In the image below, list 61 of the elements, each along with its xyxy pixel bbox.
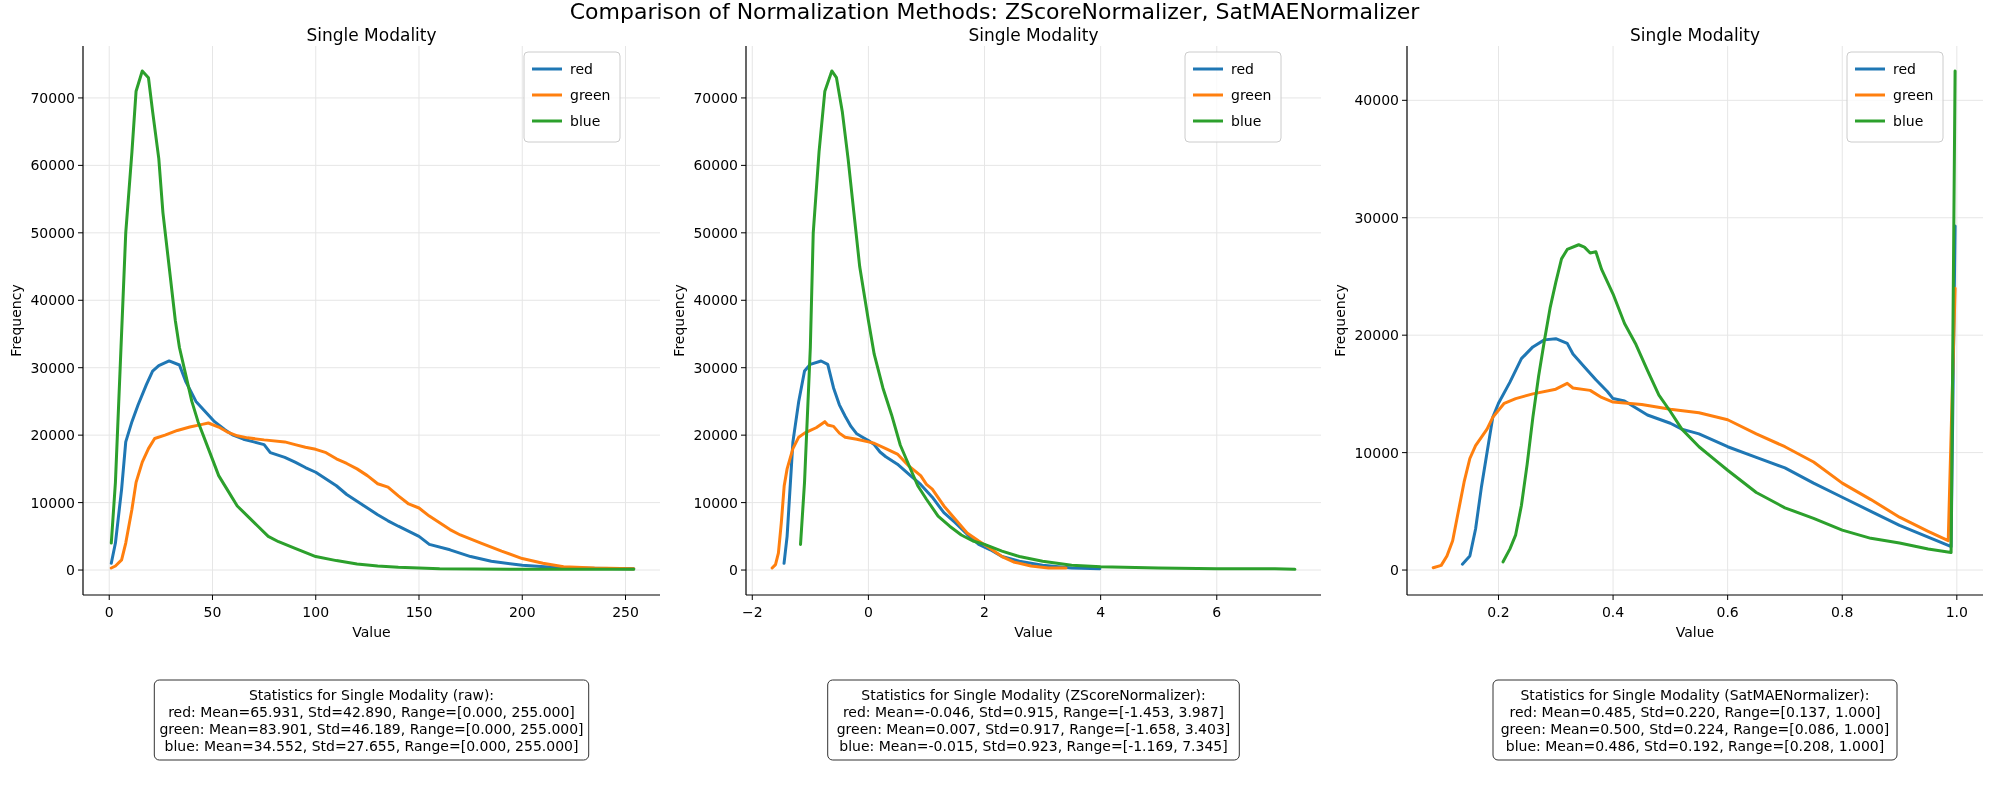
x-axis-title: Value — [352, 624, 391, 640]
y-tick-label: 70000 — [693, 89, 738, 106]
y-tick-label: 20000 — [30, 427, 75, 444]
y-axis-title: Frequency — [1332, 284, 1348, 357]
legend-label: green — [570, 87, 611, 103]
y-tick-label: 20000 — [693, 427, 738, 444]
text: Statistics for Single Modality (raw): red: Mean=65.931, Std=42.890, Range=[0.000, 255.000] green: Mean=83.901, Std=46.189, Range=[0.000, 255.000] blue: Mean=34.552, Std=27.655, Range=[0.000, 255.000] — [159, 687, 584, 754]
x-tick-label: 4 — [1096, 604, 1106, 620]
legend-label: green — [1893, 87, 1934, 103]
y-tick-label: 0 — [66, 562, 75, 579]
y-tick-label: 10000 — [1354, 444, 1399, 461]
y-tick-label: 20000 — [1354, 327, 1399, 344]
x-tick-label: 200 — [508, 604, 536, 620]
y-tick-label: 40000 — [1354, 92, 1399, 109]
text: Statistics for Single Modality (ZScoreNormalizer): red: Mean=-0.046, Std=0.915, Range=[-1.453, 3.987] green: Mean=0.007, Std=0.917, Range=[-1.658, 3.403] blue: Mean=-0.015, Std=0.923, Range=[-1.169, 7.345] — [836, 687, 1231, 754]
y-tick-label: 30000 — [1354, 209, 1399, 226]
text: Statistics for Single Modality (SatMAENormalizer): red: Mean=0.485, Std=0.220, Range=[0.137, 1.000] green: Mean=0.500, Std=0.224, Range=[0.086, 1.000] blue: Mean=0.486, Std=0.192, Range=[0.208, 1.000] — [1500, 687, 1890, 754]
legend-label: red — [1893, 61, 1916, 77]
x-tick-label: 0.8 — [1831, 604, 1854, 620]
y-tick-label: 50000 — [30, 224, 75, 241]
y-tick-label: 0 — [1390, 562, 1399, 579]
legend-label: red — [1231, 61, 1254, 77]
x-axis-title: Value — [1014, 624, 1053, 640]
legend-label: blue — [1231, 113, 1262, 129]
x-tick-label: 100 — [302, 604, 330, 620]
x-tick-label: 50 — [203, 604, 222, 620]
y-tick-label: 50000 — [693, 224, 738, 241]
x-tick-label: 6 — [1212, 604, 1222, 620]
y-axis-title: Frequency — [8, 284, 24, 357]
y-tick-label: 40000 — [30, 292, 75, 309]
legend-label: blue — [1893, 113, 1924, 129]
y-axis-title: Frequency — [671, 284, 687, 357]
y-tick-label: 10000 — [693, 494, 738, 511]
x-tick-label: 0.4 — [1601, 604, 1625, 620]
chart-title: Single Modality — [306, 25, 437, 45]
chart-title: Single Modality — [1629, 25, 1761, 45]
legend-label: red — [570, 61, 593, 77]
x-tick-label: 0 — [863, 604, 873, 620]
y-tick-label: 70000 — [30, 89, 75, 106]
y-tick-label: 30000 — [693, 359, 738, 376]
x-tick-label: 0 — [104, 604, 114, 620]
x-tick-label: 250 — [612, 604, 639, 620]
chart-title: Single Modality — [968, 25, 1099, 45]
line-series — [109, 421, 636, 571]
legend-label: blue — [570, 113, 601, 129]
x-tick-label: 1.0 — [1945, 604, 1968, 620]
y-tick-label: 60000 — [693, 157, 738, 174]
x-axis-title: Value — [1675, 624, 1715, 640]
legend-label: green — [1231, 87, 1272, 103]
x-tick-label: −2 — [741, 604, 763, 620]
x-tick-label: 0.6 — [1716, 604, 1739, 620]
x-tick-label: 0.2 — [1487, 604, 1510, 620]
text: Comparison of Normalization Methods: ZScoreNormalizer, SatMAENormalizer — [569, 0, 1421, 24]
x-tick-label: 2 — [980, 604, 989, 620]
y-tick-label: 30000 — [30, 359, 75, 376]
y-tick-label: 0 — [729, 562, 738, 579]
x-tick-label: 150 — [405, 604, 433, 620]
y-tick-label: 10000 — [30, 494, 75, 511]
y-tick-label: 60000 — [30, 157, 75, 174]
line-series — [770, 420, 1068, 570]
y-tick-label: 40000 — [693, 292, 738, 309]
